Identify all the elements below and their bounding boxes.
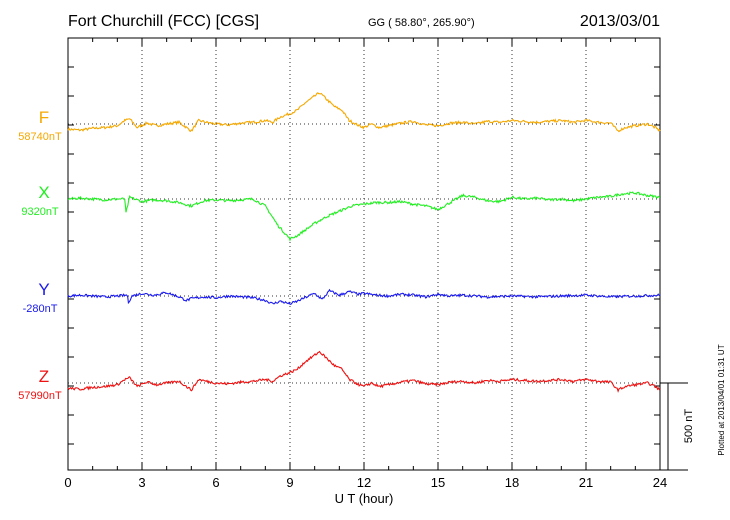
series-baseline-x: 9320nT: [21, 206, 59, 218]
x-tick-label: 24: [653, 475, 667, 490]
series-line-z: [67, 350, 661, 393]
x-tick-label: 0: [64, 475, 71, 490]
scale-label: 500 nT: [683, 409, 695, 444]
x-tick-label: 3: [138, 475, 145, 490]
series-baseline-y: -280nT: [23, 303, 58, 315]
series-baseline-z: 57990nT: [18, 390, 62, 402]
station-coords: GG ( 58.80°, 265.90°): [368, 17, 475, 29]
x-tick-label: 9: [286, 475, 293, 490]
plot-date: 2013/03/01: [580, 13, 660, 30]
x-tick-label: 15: [431, 475, 445, 490]
plotted-note: Plotted at 2013/04/01 01:31 UT: [717, 344, 726, 455]
series-line-y: [67, 288, 661, 305]
x-tick-label: 18: [505, 475, 519, 490]
series-line-f: [67, 92, 661, 133]
series-name-z: Z: [39, 367, 49, 386]
series-baseline-f: 58740nT: [18, 131, 62, 143]
station-title: Fort Churchill (FCC) [CGS]: [68, 13, 259, 30]
x-tick-label: 12: [357, 475, 371, 490]
series-labels: F 58740nT X 9320nT Y -280nT Z 57990nT: [18, 108, 62, 402]
x-tick-label: 21: [579, 475, 593, 490]
series-lines: [67, 92, 661, 393]
x-tick-label: 6: [212, 475, 219, 490]
series-name-f: F: [39, 108, 49, 127]
series-name-x: X: [38, 183, 49, 202]
series-line-x: [67, 191, 661, 242]
x-axis: 0 3 6 9 12 15 18 21 24: [64, 37, 667, 490]
scale-bar: 500 nT: [660, 382, 695, 471]
grid-lines: [68, 38, 660, 470]
x-axis-label: U T (hour): [335, 491, 394, 506]
series-name-y: Y: [38, 280, 49, 299]
